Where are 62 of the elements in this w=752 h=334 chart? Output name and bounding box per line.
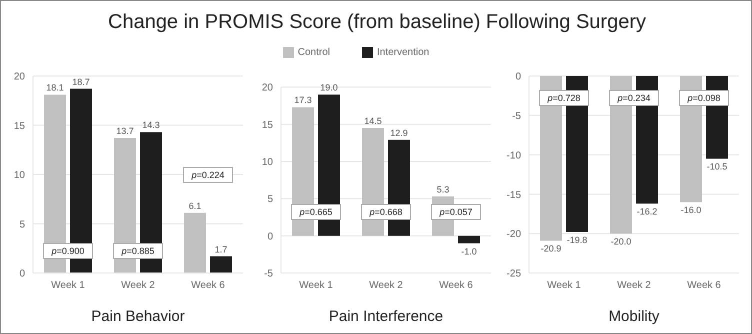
annotation: p=0.668	[361, 204, 411, 220]
x-axis-title: Pain Behavior	[91, 308, 185, 325]
y-tick-label: 0	[267, 231, 274, 242]
annotation: p=0.224	[183, 166, 233, 183]
annotation: p=0.900	[43, 243, 93, 259]
x-tick-label: Week 6	[687, 280, 722, 292]
data-label: 19.0	[320, 82, 338, 93]
legend-label: Intervention	[376, 47, 430, 58]
y-tick-label: -5	[512, 110, 522, 122]
bar	[210, 256, 232, 273]
y-tick-label: -5	[264, 268, 274, 280]
annotation: p=0.665	[291, 204, 341, 220]
data-label: -16.2	[636, 206, 658, 217]
y-tick-label: 0	[515, 72, 522, 83]
x-tick-label: Week 6	[439, 280, 474, 292]
y-tick-label: -20	[506, 229, 522, 240]
data-label: 14.5	[364, 116, 382, 126]
data-label: 17.3	[294, 95, 312, 106]
x-tick-label: Week 2	[369, 280, 404, 292]
annotation: p=0.057	[431, 204, 481, 220]
legend-label: Control	[298, 47, 330, 58]
x-tick-label: Week 6	[191, 280, 226, 292]
x-axis-title: Mobility	[608, 308, 660, 325]
y-tick-label: 5	[19, 219, 26, 230]
bar	[184, 212, 206, 273]
bar	[458, 236, 480, 244]
y-tick-label: 0	[19, 268, 26, 280]
x-tick-label: Week 1	[51, 280, 86, 292]
annotation: p=0.234	[609, 90, 659, 106]
data-label: 18.7	[72, 76, 90, 87]
x-tick-label: Week 1	[547, 280, 582, 292]
data-label: 5.3	[436, 184, 450, 194]
data-label: 13.7	[116, 126, 134, 136]
annotation: p=0.885	[113, 243, 163, 259]
data-label: -20.0	[610, 236, 632, 247]
x-tick-label: Week 2	[121, 280, 156, 292]
y-tick-label: 20	[262, 82, 274, 94]
y-tick-label: 15	[14, 120, 26, 132]
y-tick-label: 10	[262, 157, 274, 168]
data-label: -19.8	[566, 235, 588, 246]
data-label: -16.0	[680, 205, 702, 216]
x-axis-title: Pain Interference	[328, 308, 444, 325]
y-tick-label: 5	[267, 194, 274, 206]
y-tick-label: -15	[506, 190, 522, 201]
text: Change in PROMIS Score (from baseline) Following Surgery	[107, 11, 647, 34]
data-label: -20.9	[540, 244, 562, 254]
y-tick-label: -25	[506, 268, 522, 280]
y-tick-label: 15	[262, 120, 274, 131]
data-label: 6.1	[188, 200, 202, 211]
data-label: 14.3	[142, 120, 160, 130]
y-tick-label: 10	[14, 170, 26, 182]
annotation: p=0.728	[539, 90, 589, 106]
data-label: 12.9	[390, 128, 408, 138]
data-label: 18.1	[46, 82, 64, 93]
y-tick-label: -10	[506, 150, 522, 162]
annotation: p=0.098	[679, 90, 729, 106]
x-tick-label: Week 1	[299, 280, 334, 292]
x-tick-label: Week 2	[617, 280, 652, 292]
y-tick-label: 20	[14, 72, 26, 83]
data-label: -1.0	[461, 246, 477, 256]
data-label: -10.5	[706, 162, 728, 172]
data-label: 1.7	[214, 244, 228, 254]
